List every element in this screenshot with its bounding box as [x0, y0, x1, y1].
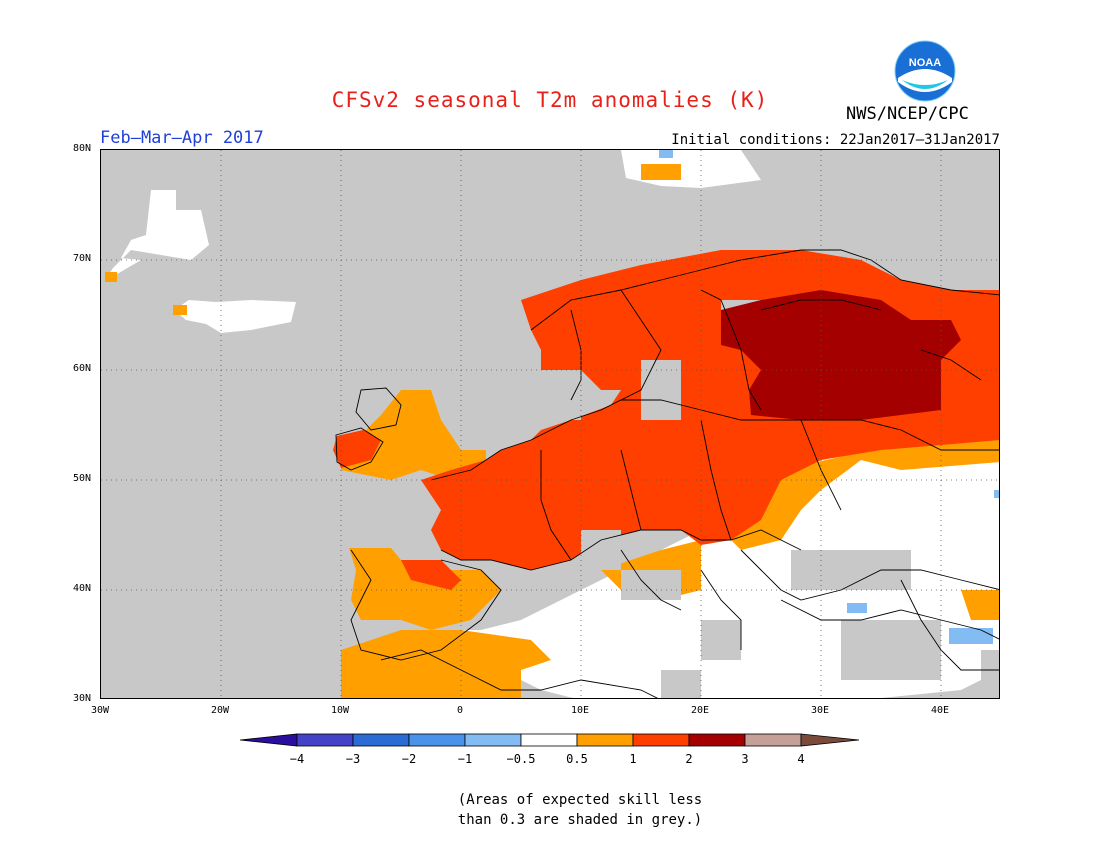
lon-label-20w: 20W [210, 705, 230, 716]
lon-label-20e: 20E [690, 705, 710, 716]
colorbar-arrow-high [800, 733, 860, 747]
lon-label-0: 0 [456, 705, 464, 716]
anomaly-map [100, 149, 1000, 699]
colorbar-arrow-low [239, 733, 298, 747]
colorbar-label: 4 [797, 752, 805, 766]
noaa-logo-icon: NOAA [894, 40, 956, 102]
lat-label-60n: 60N [73, 363, 92, 374]
colorbar-swatch [464, 733, 522, 747]
lon-label-10e: 10E [570, 705, 590, 716]
colorbar-swatch [744, 733, 802, 747]
colorbar-swatch [576, 733, 634, 747]
colorbar-label: −1 [457, 752, 473, 766]
chart-title: CFSv2 seasonal T2m anomalies (K) [331, 88, 769, 112]
footnote-line-1: (Areas of expected skill less [457, 792, 703, 808]
colorbar-label: 0.5 [566, 752, 588, 766]
map-canvas [101, 150, 999, 698]
colorbar-label: −3 [345, 752, 361, 766]
lon-label-30e: 30E [810, 705, 830, 716]
lat-label-70n: 70N [73, 253, 92, 264]
colorbar-swatch [520, 733, 578, 747]
colorbar [239, 733, 860, 747]
initial-conditions-label: Initial conditions: 22Jan2017–31Jan2017 [671, 132, 1000, 148]
colorbar-label: 3 [741, 752, 749, 766]
lat-label-40n: 40N [73, 583, 92, 594]
lon-label-30w: 30W [90, 705, 110, 716]
lat-label-30n: 30N [73, 693, 92, 704]
colorbar-label: 1 [629, 752, 637, 766]
logo-text: NOAA [909, 57, 941, 69]
skill-footnote: (Areas of expected skill less than 0.3 a… [0, 790, 1100, 830]
colorbar-label: −0.5 [506, 752, 536, 766]
colorbar-swatch [688, 733, 746, 747]
lat-label-50n: 50N [73, 473, 92, 484]
colorbar-swatch [632, 733, 690, 747]
agency-label: NWS/NCEP/CPC [846, 104, 969, 124]
lon-label-10w: 10W [330, 705, 350, 716]
lon-label-40e: 40E [930, 705, 950, 716]
colorbar-swatch [352, 733, 410, 747]
colorbar-swatch [296, 733, 354, 747]
map-grid [101, 150, 999, 698]
footnote-line-2: than 0.3 are shaded in grey.) [457, 812, 703, 828]
colorbar-swatch [408, 733, 466, 747]
colorbar-label: 2 [685, 752, 693, 766]
colorbar-label: −2 [401, 752, 417, 766]
lat-label-80n: 80N [73, 143, 92, 154]
colorbar-label: −4 [289, 752, 305, 766]
season-label: Feb–Mar–Apr 2017 [100, 128, 264, 148]
